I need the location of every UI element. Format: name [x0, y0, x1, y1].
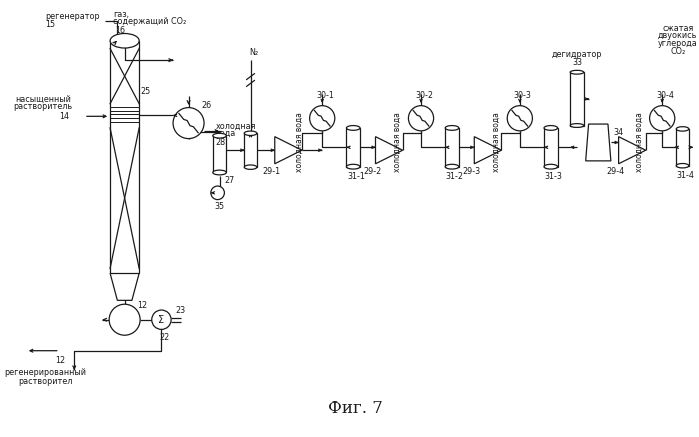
Polygon shape: [475, 137, 501, 164]
Text: 34: 34: [614, 128, 624, 137]
Text: Фиг. 7: Фиг. 7: [328, 400, 382, 417]
Ellipse shape: [570, 70, 584, 74]
Text: Σ: Σ: [159, 315, 164, 325]
Polygon shape: [586, 124, 611, 161]
Polygon shape: [375, 137, 403, 164]
Text: 35: 35: [215, 202, 224, 211]
Text: сжатая: сжатая: [662, 24, 693, 33]
Text: 29-1: 29-1: [263, 167, 281, 176]
Text: 28: 28: [216, 138, 226, 147]
Text: 30-4: 30-4: [656, 91, 674, 101]
Circle shape: [310, 106, 335, 131]
Text: 30-1: 30-1: [316, 91, 334, 101]
Ellipse shape: [445, 164, 459, 169]
Ellipse shape: [676, 127, 689, 131]
Text: 16: 16: [115, 26, 125, 35]
Text: холодная: холодная: [216, 121, 256, 131]
Circle shape: [408, 106, 433, 131]
Text: холодная вода: холодная вода: [635, 113, 644, 173]
Text: 31-3: 31-3: [545, 172, 563, 181]
Text: CO₂: CO₂: [670, 47, 685, 56]
Text: газ,: газ,: [113, 10, 129, 19]
Text: 31-4: 31-4: [677, 171, 694, 180]
Circle shape: [507, 106, 533, 131]
Ellipse shape: [244, 131, 257, 135]
Circle shape: [649, 106, 675, 131]
Text: 31-2: 31-2: [446, 172, 464, 181]
Text: вода: вода: [216, 129, 236, 138]
Text: 23: 23: [175, 305, 186, 315]
Text: насыщенный: насыщенный: [15, 94, 71, 104]
Text: 29-3: 29-3: [462, 167, 480, 176]
Polygon shape: [619, 137, 646, 164]
Text: 29-4: 29-4: [607, 167, 625, 176]
Text: регенератор: регенератор: [45, 12, 100, 21]
Text: холодная вода: холодная вода: [492, 113, 501, 173]
Text: 29-2: 29-2: [363, 167, 382, 176]
Text: углерода: углерода: [658, 39, 698, 48]
Text: растворител: растворител: [18, 377, 73, 386]
Text: 22: 22: [159, 333, 169, 342]
Circle shape: [109, 304, 140, 335]
Text: N₂: N₂: [249, 48, 258, 57]
Text: 12: 12: [55, 356, 65, 365]
Text: 31-1: 31-1: [347, 172, 365, 181]
Bar: [544, 128, 558, 166]
Ellipse shape: [570, 124, 584, 128]
Text: 15: 15: [45, 20, 55, 29]
Bar: [570, 72, 584, 125]
Text: регенерированный: регенерированный: [4, 368, 86, 378]
Circle shape: [152, 310, 171, 329]
Bar: [445, 128, 459, 166]
Ellipse shape: [110, 34, 139, 48]
Text: дегидратор: дегидратор: [552, 50, 603, 59]
Bar: [676, 129, 689, 166]
Ellipse shape: [676, 163, 689, 168]
Ellipse shape: [544, 164, 558, 169]
Bar: [110, 41, 139, 273]
Bar: [212, 135, 226, 173]
Ellipse shape: [445, 125, 459, 130]
Ellipse shape: [347, 164, 360, 169]
Ellipse shape: [212, 170, 226, 175]
Text: 27: 27: [224, 176, 234, 185]
Text: холодная вода: холодная вода: [394, 113, 402, 173]
Text: 25: 25: [140, 87, 151, 96]
Ellipse shape: [212, 133, 226, 138]
Text: растворитель: растворитель: [14, 102, 73, 111]
Ellipse shape: [544, 125, 558, 130]
Ellipse shape: [244, 165, 257, 170]
Text: холодная вода: холодная вода: [294, 113, 303, 173]
Text: 12: 12: [137, 301, 147, 310]
Text: двуокись: двуокись: [658, 31, 698, 40]
Ellipse shape: [347, 125, 360, 130]
Bar: [347, 128, 360, 166]
Text: содержащий CO₂: содержащий CO₂: [113, 17, 186, 26]
Text: 30-3: 30-3: [514, 91, 532, 101]
Text: 30-2: 30-2: [415, 91, 433, 101]
Text: 14: 14: [59, 112, 70, 121]
Text: 26: 26: [201, 101, 211, 110]
Text: 33: 33: [572, 58, 582, 67]
Polygon shape: [275, 137, 302, 164]
Circle shape: [211, 186, 224, 200]
Bar: [244, 133, 257, 167]
Circle shape: [173, 108, 204, 139]
